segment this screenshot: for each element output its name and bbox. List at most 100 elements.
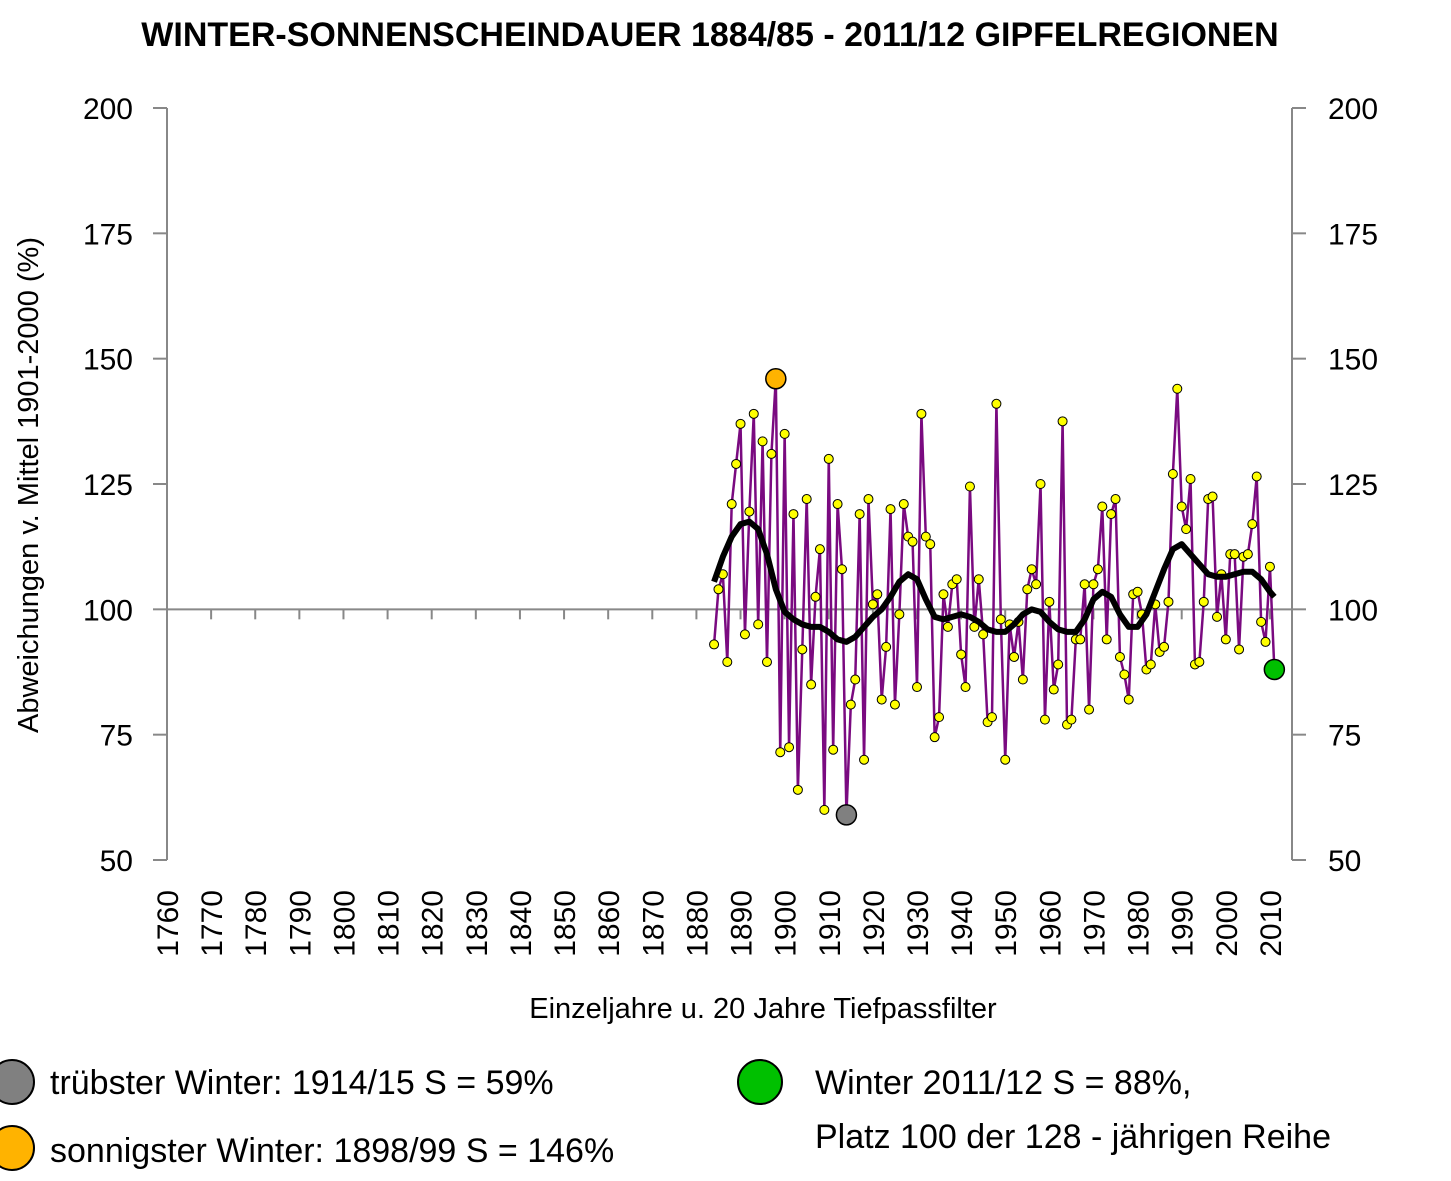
y-tick-label: 100 (83, 594, 133, 627)
data-point (845, 699, 856, 710)
highlight-point (1263, 658, 1286, 681)
data-point (916, 408, 927, 419)
y-tick-label: 75 (100, 720, 133, 753)
y-tick-label: 200 (83, 93, 133, 126)
data-point (1242, 549, 1253, 560)
x-tick-label: 1810 (373, 890, 406, 957)
data-point (753, 619, 764, 630)
data-point (1251, 471, 1262, 482)
x-tick-label: 2010 (1255, 890, 1288, 957)
data-point (867, 599, 878, 610)
data-point (1031, 579, 1042, 590)
highlight-point (835, 804, 858, 826)
x-tick-label: 1780 (240, 890, 273, 957)
series-line (711, 518, 1277, 645)
data-point (1097, 501, 1108, 512)
data-point (1185, 473, 1196, 484)
data-point (1123, 694, 1134, 705)
data-point (956, 649, 967, 660)
data-point (713, 584, 724, 595)
data-point (709, 639, 720, 650)
x-tick-label: 1890 (726, 890, 759, 957)
data-point (973, 574, 984, 585)
x-tick-label: 1880 (681, 890, 714, 957)
y2-tick-label: 75 (1328, 720, 1361, 753)
data-point (1194, 656, 1205, 667)
data-point (1057, 416, 1068, 427)
data-point (766, 448, 777, 459)
data-point (1092, 564, 1103, 575)
y-tick-label: 150 (83, 344, 133, 377)
y2-tick-label: 50 (1328, 845, 1361, 878)
legend-marker (737, 1059, 783, 1105)
highlight-point (765, 367, 787, 390)
x-tick-label: 1900 (770, 890, 803, 957)
data-point (810, 591, 821, 602)
data-point (731, 458, 742, 469)
data-point (1048, 684, 1059, 695)
x-tick-label: 2000 (1211, 890, 1244, 957)
data-point (788, 509, 799, 520)
data-point (801, 494, 812, 505)
data-point (863, 494, 874, 505)
data-point (1198, 596, 1209, 607)
data-point (912, 682, 922, 693)
data-point (1159, 641, 1170, 652)
y2-tick-label: 175 (1328, 218, 1378, 251)
data-point (1264, 561, 1275, 572)
y-tick-label: 50 (100, 845, 133, 878)
data-point (1017, 674, 1028, 685)
data-point (889, 699, 900, 710)
x-tick-label: 1760 (152, 890, 185, 957)
data-point (1114, 651, 1125, 662)
data-point (894, 609, 905, 620)
data-point (876, 694, 887, 705)
data-point (934, 712, 945, 723)
data-point (792, 784, 803, 795)
data-point (1220, 634, 1231, 645)
y2-tick-label: 200 (1328, 93, 1378, 126)
data-point (991, 398, 1002, 409)
data-point (779, 428, 790, 439)
data-point (1026, 564, 1037, 575)
x-tick-label: 1830 (461, 890, 494, 957)
data-point (775, 747, 786, 758)
data-point (850, 674, 861, 685)
x-tick-label: 1820 (417, 890, 450, 957)
data-point (1234, 644, 1245, 655)
y-tick-label: 175 (83, 218, 133, 251)
data-point (1053, 659, 1064, 670)
data-point (762, 656, 772, 667)
data-point (1212, 611, 1222, 622)
data-point (837, 564, 847, 575)
data-point (881, 641, 892, 652)
data-point (1229, 549, 1240, 560)
data-point (964, 481, 975, 492)
data-point (854, 509, 865, 520)
chart-title: WINTER-SONNENSCHEINDAUER 1884/85 - 2011/… (141, 16, 1278, 54)
data-point (832, 499, 843, 510)
series-line (712, 377, 1276, 817)
data-point (1044, 596, 1055, 607)
annotation: Platz 100 der 128 - jährigen Reihe (815, 1118, 1331, 1156)
x-tick-label: 1980 (1123, 890, 1156, 957)
y-tick-label: 125 (83, 469, 133, 502)
data-point (1145, 659, 1156, 670)
data-point (1132, 586, 1143, 597)
data-point (819, 804, 830, 815)
annotation: sonnigster Winter: 1898/99 S = 146% (50, 1132, 614, 1170)
data-point (823, 453, 834, 464)
data-point (1035, 479, 1046, 489)
annotation: Winter 2011/12 S = 88%, (815, 1064, 1191, 1102)
data-point (1176, 501, 1187, 512)
data-point (1022, 584, 1033, 595)
x-tick-label: 1840 (505, 890, 538, 957)
y2-tick-label: 100 (1328, 594, 1378, 627)
data-point (920, 531, 931, 542)
x-tick-label: 1970 (1078, 890, 1111, 957)
x-axis-label: Einzeljahre u. 20 Jahre Tiefpassfilter (529, 993, 997, 1025)
data-point (1066, 714, 1077, 725)
data-point (797, 644, 808, 655)
data-point (925, 539, 936, 550)
data-point (1110, 494, 1121, 505)
